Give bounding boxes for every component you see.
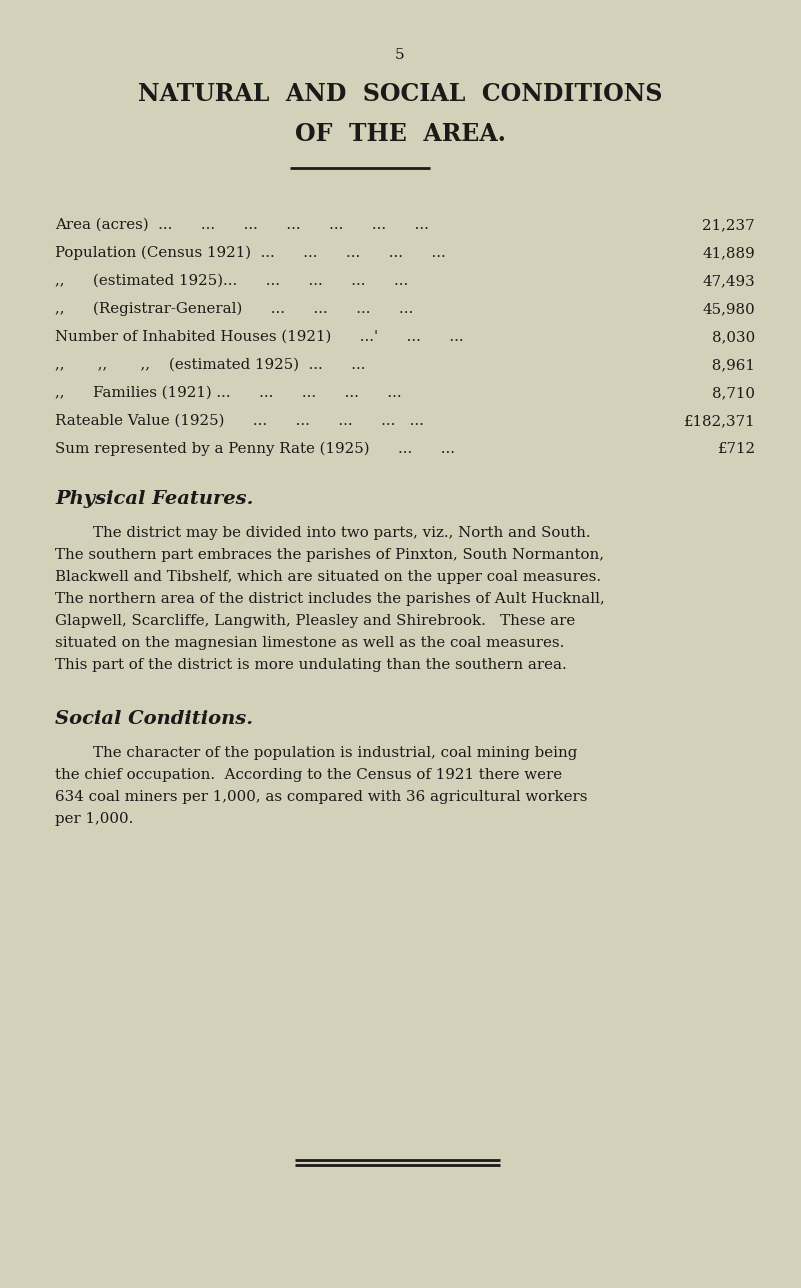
Text: the chief occupation.  According to the Census of 1921 there were: the chief occupation. According to the C… [55,768,562,782]
Text: Glapwell, Scarcliffe, Langwith, Pleasley and Shirebrook.   These are: Glapwell, Scarcliffe, Langwith, Pleasley… [55,614,575,629]
Text: ,,       ,,       ,,    (estimated 1925)  ...      ...: ,, ,, ,, (estimated 1925) ... ... [55,358,365,372]
Text: ,,      (Registrar-General)      ...      ...      ...      ...: ,, (Registrar-General) ... ... ... ... [55,301,413,317]
Text: OF  THE  AREA.: OF THE AREA. [295,122,505,146]
Text: Social Conditions.: Social Conditions. [55,710,253,728]
Text: situated on the magnesian limestone as well as the coal measures.: situated on the magnesian limestone as w… [55,636,565,650]
Text: Physical Features.: Physical Features. [55,489,253,507]
Text: Rateable Value (1925)      ...      ...      ...      ...   ...: Rateable Value (1925) ... ... ... ... ..… [55,413,424,428]
Text: 45,980: 45,980 [702,301,755,316]
Text: Area (acres)  ...      ...      ...      ...      ...      ...      ...: Area (acres) ... ... ... ... ... ... ... [55,218,429,232]
Text: The southern part embraces the parishes of Pinxton, South Normanton,: The southern part embraces the parishes … [55,547,604,562]
Text: 634 coal miners per 1,000, as compared with 36 agricultural workers: 634 coal miners per 1,000, as compared w… [55,790,587,804]
Text: ,,      (estimated 1925)...      ...      ...      ...      ...: ,, (estimated 1925)... ... ... ... ... [55,274,409,289]
Text: NATURAL  AND  SOCIAL  CONDITIONS: NATURAL AND SOCIAL CONDITIONS [138,82,662,106]
Text: £182,371: £182,371 [683,413,755,428]
Text: This part of the district is more undulating than the southern area.: This part of the district is more undula… [55,658,567,672]
Text: per 1,000.: per 1,000. [55,811,134,826]
Text: £712: £712 [717,442,755,456]
Text: 8,961: 8,961 [707,358,755,372]
Text: 8,030: 8,030 [712,330,755,344]
Text: Sum represented by a Penny Rate (1925)      ...      ...: Sum represented by a Penny Rate (1925) .… [55,442,455,456]
Text: 47,493: 47,493 [702,274,755,289]
Text: The district may be divided into two parts, viz., North and South.: The district may be divided into two par… [55,526,590,540]
Text: Population (Census 1921)  ...      ...      ...      ...      ...: Population (Census 1921) ... ... ... ...… [55,246,445,260]
Text: 21,237: 21,237 [702,218,755,232]
Text: The northern area of the district includes the parishes of Ault Hucknall,: The northern area of the district includ… [55,592,605,605]
Text: Number of Inhabited Houses (1921)      ...'      ...      ...: Number of Inhabited Houses (1921) ...' .… [55,330,464,344]
Text: Blackwell and Tibshelf, which are situated on the upper coal measures.: Blackwell and Tibshelf, which are situat… [55,571,601,583]
Text: The character of the population is industrial, coal mining being: The character of the population is indus… [55,746,578,760]
Text: 5: 5 [395,48,405,62]
Text: ,,      Families (1921) ...      ...      ...      ...      ...: ,, Families (1921) ... ... ... ... ... [55,386,401,401]
Text: 41,889: 41,889 [702,246,755,260]
Text: 8,710: 8,710 [712,386,755,401]
